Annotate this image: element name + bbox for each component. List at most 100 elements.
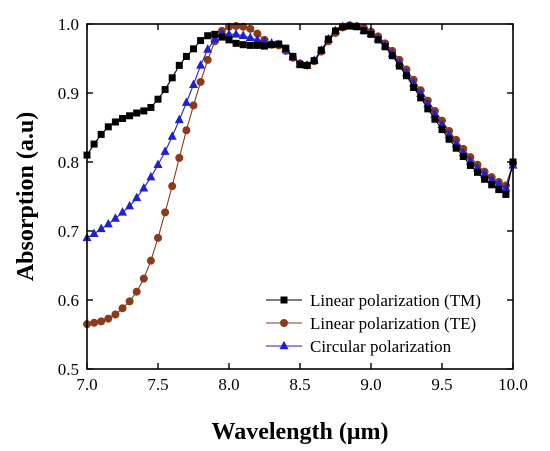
data-point: [126, 112, 134, 120]
data-point: [110, 213, 120, 222]
data-point: [125, 200, 135, 210]
data-point: [132, 192, 142, 202]
data-point: [253, 41, 261, 49]
data-point: [175, 153, 184, 162]
series-square: [83, 22, 517, 198]
data-point: [445, 135, 453, 143]
data-point: [481, 175, 489, 183]
legend-marker: [279, 340, 289, 350]
data-point: [310, 57, 318, 65]
data-point: [89, 228, 99, 237]
data-point: [175, 61, 183, 69]
data-point: [438, 126, 446, 134]
data-point: [203, 44, 213, 53]
x-axis-ticks: 7.0 7.5 8.0 8.5 9.0 9.5 10.0: [76, 24, 528, 394]
data-point: [203, 55, 212, 64]
data-point: [118, 304, 127, 313]
data-point: [218, 33, 226, 41]
data-point: [190, 45, 197, 53]
data-point: [147, 103, 155, 111]
data-point: [388, 52, 396, 60]
data-point: [111, 310, 120, 319]
legend: Linear polarization (TM) Linear polarizat…: [266, 291, 481, 356]
data-point: [332, 27, 339, 35]
data-point: [261, 42, 268, 50]
data-point: [417, 94, 425, 102]
data-point: [167, 131, 177, 140]
data-point: [97, 130, 105, 138]
data-point: [153, 159, 163, 168]
data-point: [132, 287, 141, 296]
series-layer: [82, 20, 518, 329]
legend-label: Circular polarization: [310, 337, 452, 356]
x-tick-label: 9.0: [360, 375, 381, 394]
data-point: [182, 52, 190, 60]
data-point: [174, 114, 184, 124]
y-tick-label: 0.8: [58, 153, 79, 172]
x-tick-label: 8.0: [218, 375, 239, 394]
data-point: [480, 169, 490, 178]
data-point: [431, 115, 439, 123]
data-point: [90, 140, 98, 148]
data-point: [197, 37, 205, 45]
data-point: [104, 123, 112, 131]
data-point: [181, 97, 191, 106]
data-point: [210, 33, 220, 43]
data-point: [410, 83, 418, 91]
data-point: [168, 182, 177, 191]
x-tick-label: 7.0: [76, 375, 97, 394]
y-tick-label: 1.0: [58, 15, 79, 34]
legend-label: Linear polarization (TM): [310, 291, 481, 310]
data-point: [282, 44, 290, 52]
y-tick-label: 0.6: [58, 291, 79, 310]
data-point: [403, 72, 410, 80]
data-point: [488, 181, 496, 189]
x-axis-title: Wavelength (μm): [212, 419, 389, 445]
data-point: [424, 105, 432, 113]
data-point: [104, 314, 113, 323]
data-point: [154, 233, 162, 242]
y-tick-label: 0.9: [58, 84, 79, 103]
data-point: [452, 144, 460, 152]
data-point: [339, 23, 347, 31]
legend-item: Circular polarization: [266, 337, 452, 356]
data-point: [204, 32, 212, 40]
legend-label: Linear polarization (TE): [310, 314, 476, 333]
data-point: [182, 126, 191, 135]
y-axis-ticks: 0.5 0.6 0.7 0.8 0.9 1.0: [58, 15, 513, 379]
legend-item: Linear polarization (TM): [266, 291, 481, 310]
data-point: [168, 74, 176, 82]
data-point: [232, 39, 240, 47]
data-point: [154, 95, 162, 103]
data-point: [225, 36, 233, 44]
data-point: [111, 118, 119, 126]
data-point: [189, 101, 198, 110]
y-axis-title: Absorption (a.u): [13, 112, 39, 281]
data-point: [90, 318, 99, 327]
data-point: [119, 115, 126, 123]
data-point: [466, 161, 474, 169]
data-point: [133, 109, 141, 117]
data-point: [317, 46, 325, 54]
data-point: [161, 208, 170, 217]
data-point: [367, 30, 375, 38]
x-tick-label: 7.5: [147, 375, 168, 394]
data-point: [303, 61, 311, 69]
data-point: [275, 40, 283, 48]
data-point: [139, 274, 148, 283]
data-point: [253, 29, 262, 38]
data-point: [146, 256, 155, 265]
data-point: [246, 24, 255, 33]
data-point: [252, 34, 262, 44]
data-point: [268, 41, 276, 49]
data-point: [196, 60, 206, 69]
data-point: [360, 27, 368, 35]
data-point: [160, 146, 170, 155]
data-point: [289, 52, 297, 60]
data-point: [374, 36, 382, 44]
data-point: [118, 207, 127, 216]
data-point: [125, 297, 134, 306]
data-point: [346, 22, 354, 30]
